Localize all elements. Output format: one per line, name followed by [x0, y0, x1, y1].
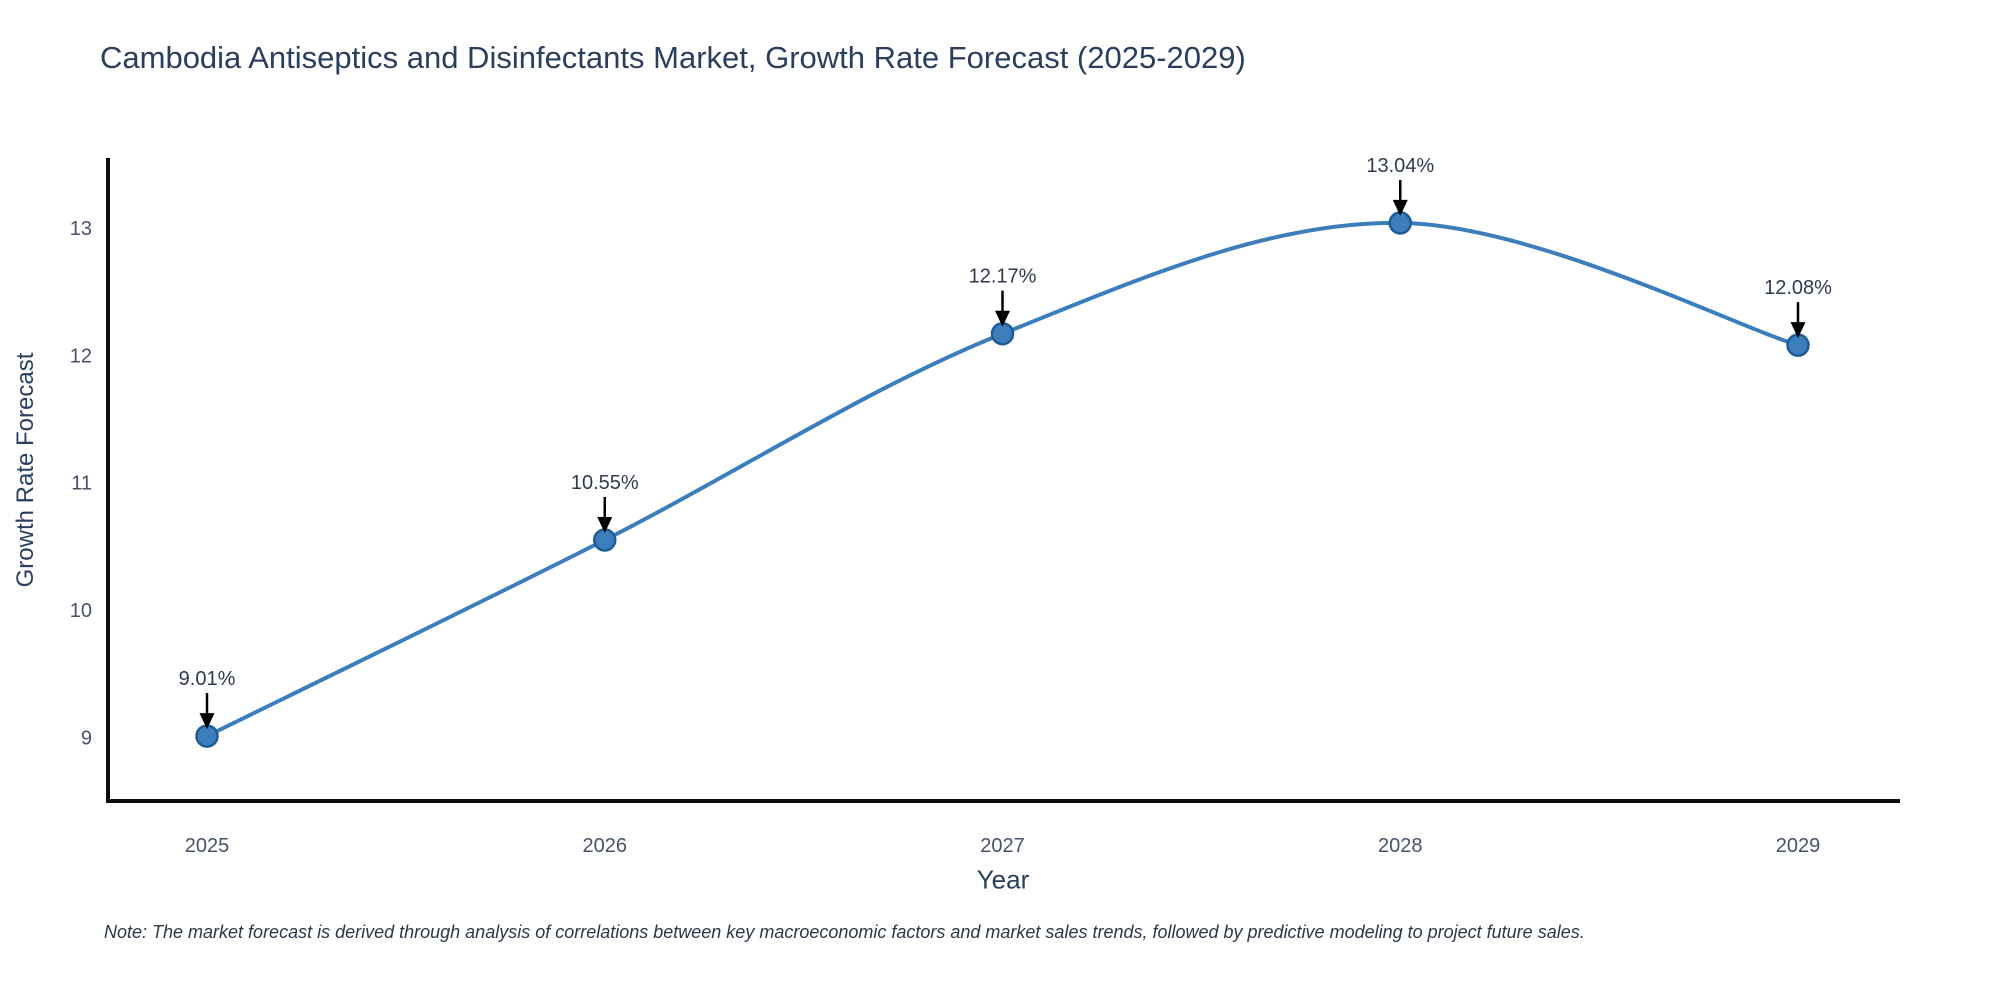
annotation-arrowhead	[199, 713, 215, 730]
y-tick-label: 11	[71, 473, 92, 495]
annotation-label: 9.01%	[179, 668, 236, 690]
annotation-label: 12.17%	[969, 266, 1037, 288]
x-tick-label: 2026	[583, 835, 628, 857]
footnote: Note: The market forecast is derived thr…	[104, 922, 1585, 942]
y-axis-title: Growth Rate Forecast	[12, 352, 39, 588]
annotation-label: 10.55%	[571, 472, 639, 494]
y-tick-label: 10	[70, 600, 92, 622]
annotation-arrowhead	[1392, 199, 1408, 216]
annotation-arrowhead	[597, 516, 613, 533]
annotation-label: 13.04%	[1366, 155, 1434, 177]
y-tick-label: 13	[70, 218, 92, 240]
x-tick-label: 2027	[980, 835, 1025, 857]
x-tick-label: 2025	[185, 835, 230, 857]
annotation-arrowhead	[1790, 322, 1806, 339]
chart-title: Cambodia Antiseptics and Disinfectants M…	[100, 40, 1246, 75]
y-tick-label: 12	[70, 345, 92, 367]
x-tick-label: 2029	[1776, 835, 1821, 857]
annotation-arrowhead	[995, 310, 1010, 327]
annotation-label: 12.08%	[1764, 277, 1832, 299]
y-tick-label: 9	[81, 727, 92, 749]
x-axis-title: Year	[976, 864, 1030, 895]
x-tick-label: 2028	[1378, 835, 1423, 857]
